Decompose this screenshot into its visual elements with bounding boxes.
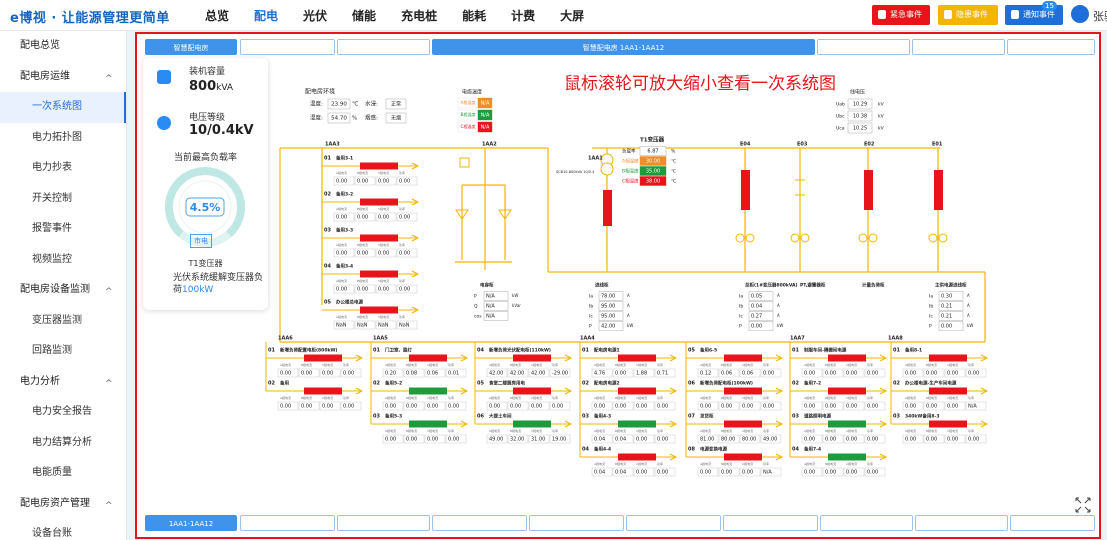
menu-item[interactable]: 一次系统图 bbox=[0, 92, 126, 123]
nav-item[interactable]: 配电 bbox=[254, 7, 278, 24]
nav: 总览 配电 光伏 储能 充电桩 能耗 计费 大屏 bbox=[205, 7, 584, 24]
tab[interactable] bbox=[912, 39, 1005, 55]
nav-item[interactable]: 总览 bbox=[205, 7, 229, 24]
nav-item[interactable]: 光伏 bbox=[303, 7, 327, 24]
tab[interactable]: 智慧配电房 1AA1-1AA12 bbox=[432, 39, 815, 55]
load-rate: 4.5% bbox=[190, 201, 221, 214]
sidebar: 配电总览配电房运维一次系统图电力拓扑图电力抄表开关控制报警事件视频监控配电房设备… bbox=[0, 31, 127, 540]
nav-item[interactable]: 充电桩 bbox=[401, 7, 437, 24]
value: 800 bbox=[189, 79, 216, 94]
tab[interactable] bbox=[337, 39, 430, 55]
menu-item[interactable]: 设备台账 bbox=[0, 519, 126, 540]
nav-item[interactable]: 储能 bbox=[352, 7, 376, 24]
tab[interactable] bbox=[337, 515, 430, 531]
tab[interactable] bbox=[817, 39, 910, 55]
menu-item[interactable]: 回路监测 bbox=[0, 336, 126, 367]
menu-item[interactable]: 视频监控 bbox=[0, 245, 126, 276]
tab[interactable] bbox=[723, 515, 818, 531]
value: 800kVA bbox=[189, 79, 233, 94]
page: e博视 · 让能源管理更简单 总览 配电 光伏 储能 充电桩 能耗 计费 大屏 紧急事件 隐患… bbox=[0, 0, 1107, 540]
value: 10/0.4kV bbox=[189, 123, 254, 138]
top-bar: e博视 · 让能源管理更简单 总览 配电 光伏 储能 充电桩 能耗 计费 大屏 紧急事件 隐患… bbox=[0, 0, 1107, 31]
tab[interactable] bbox=[240, 515, 335, 531]
tab[interactable] bbox=[1010, 515, 1095, 531]
alert-button[interactable]: 隐患事件 bbox=[938, 5, 998, 25]
transformer-label: T1变压器 bbox=[143, 258, 268, 269]
menu-item[interactable]: 电力安全报告 bbox=[0, 397, 126, 428]
tab[interactable] bbox=[1007, 39, 1095, 55]
icon bbox=[157, 116, 171, 130]
tab[interactable] bbox=[915, 515, 1008, 531]
tab[interactable] bbox=[432, 515, 527, 531]
tab[interactable] bbox=[820, 515, 913, 531]
info-card: 装机容量 800kVA 电压等级 10/0.4kV 当前最高负载率 4.5% 市… bbox=[143, 58, 268, 310]
unit: kVA bbox=[216, 83, 233, 93]
badge: 15 bbox=[1042, 1, 1057, 11]
label: 装机容量 bbox=[189, 64, 225, 77]
tab[interactable]: 智慧配电房 bbox=[145, 39, 237, 55]
tab[interactable] bbox=[529, 515, 624, 531]
pv-note: 光伏系统缓解变压器负荷100kW bbox=[173, 272, 263, 296]
main-panel bbox=[135, 32, 1101, 539]
label: 电压等级 bbox=[189, 110, 225, 123]
logo[interactable]: e博视 · 让能源管理更简单 bbox=[10, 7, 170, 26]
alert-button[interactable]: 紧急事件 bbox=[872, 5, 930, 25]
tab[interactable] bbox=[626, 515, 721, 531]
nav-item[interactable]: 大屏 bbox=[560, 7, 584, 24]
menu-item[interactable]: 开关控制 bbox=[0, 184, 126, 215]
menu-item[interactable]: 电力结算分析 bbox=[0, 428, 126, 459]
menu-item[interactable]: 电能质量 bbox=[0, 458, 126, 489]
menu-group[interactable]: 配电房运维 bbox=[0, 62, 126, 93]
user-name[interactable]: 张驰 bbox=[1093, 8, 1107, 24]
menu-group[interactable]: 配电房资产管理 bbox=[0, 489, 126, 520]
pv-value: 100kW bbox=[182, 285, 213, 295]
menu-group[interactable]: 配电总览 bbox=[0, 31, 126, 62]
menu-item[interactable]: 报警事件 bbox=[0, 214, 126, 245]
nav-item[interactable]: 能耗 bbox=[462, 7, 486, 24]
nav-item[interactable]: 计费 bbox=[511, 7, 535, 24]
icon bbox=[157, 70, 171, 84]
avatar[interactable] bbox=[1071, 5, 1089, 23]
source-tag: 市电 bbox=[190, 234, 212, 248]
menu-item[interactable]: 变压器监测 bbox=[0, 306, 126, 337]
menu-group[interactable]: 电力分析 bbox=[0, 367, 126, 398]
tab[interactable]: 1AA1-1AA12 bbox=[145, 515, 237, 531]
tab[interactable] bbox=[240, 39, 335, 55]
menu-item[interactable]: 电力抄表 bbox=[0, 153, 126, 184]
menu-item[interactable]: 电力拓扑图 bbox=[0, 123, 126, 154]
menu-group[interactable]: 配电房设备监测 bbox=[0, 275, 126, 306]
